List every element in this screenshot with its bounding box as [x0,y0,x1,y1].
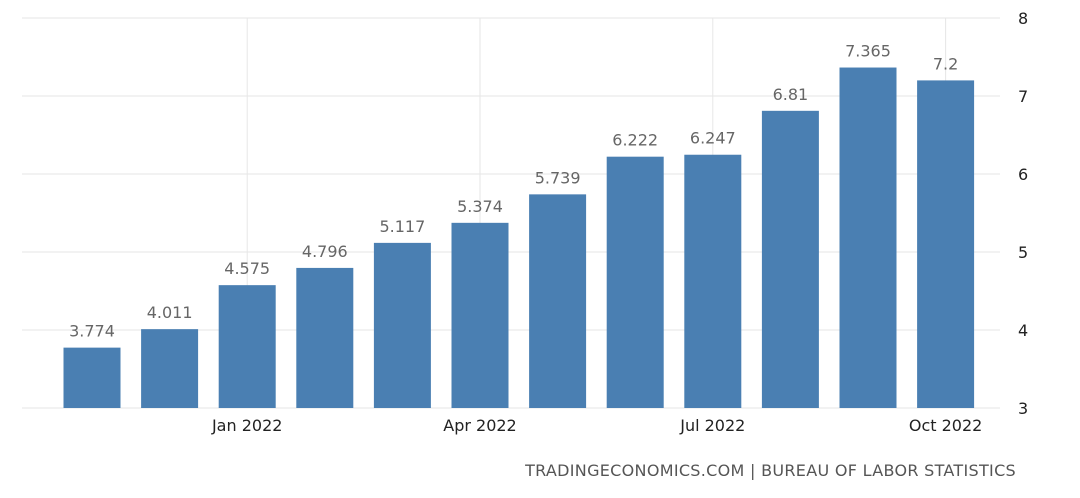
y-tick-label: 7 [1018,87,1028,106]
x-tick-label: Apr 2022 [443,416,516,435]
x-tick-label: Jan 2022 [211,416,282,435]
bar-jun-2022 [606,156,664,408]
bar-jan-2022 [218,285,276,408]
bar-may-2022 [529,194,587,408]
bar-oct-2022 [917,80,975,409]
data-label: 6.222 [612,131,658,150]
data-label: 4.575 [224,259,270,278]
bar-dec-2021 [141,329,199,408]
data-label: 4.011 [147,303,193,322]
data-label: 3.774 [69,322,115,341]
data-label: 7.2 [933,54,958,73]
bar-jul-2022 [684,154,742,408]
data-label: 5.739 [535,168,581,187]
x-tick-label: Oct 2022 [909,416,982,435]
data-label: 6.81 [773,85,809,104]
data-label: 6.247 [690,129,736,148]
bar-sep-2022 [839,67,897,408]
data-label: 7.365 [845,42,891,61]
x-tick-label: Jul 2022 [679,416,745,435]
bar-apr-2022 [451,222,509,408]
y-axis-ticks: 3 4 5 6 7 8 [1018,9,1028,418]
y-tick-label: 8 [1018,9,1028,28]
source-credit: TRADINGECONOMICS.COM | BUREAU OF LABOR S… [525,461,1016,480]
bars [63,67,975,409]
y-tick-label: 6 [1018,165,1028,184]
y-tick-label: 3 [1018,399,1028,418]
bar-aug-2022 [761,110,819,408]
data-label: 4.796 [302,242,348,261]
bar-feb-2022 [296,267,354,408]
bar-mar-2022 [373,242,431,408]
bar-nov-2021 [63,347,121,408]
data-labels: 3.774 4.011 4.575 4.796 5.117 5.374 5.739 6.222… [69,42,958,341]
x-axis-ticks: Jan 2022 Apr 2022 Jul 2022 Oct 2022 [211,416,982,435]
data-label: 5.117 [379,217,425,236]
data-label: 5.374 [457,197,503,216]
y-tick-label: 4 [1018,321,1028,340]
y-tick-label: 5 [1018,243,1028,262]
